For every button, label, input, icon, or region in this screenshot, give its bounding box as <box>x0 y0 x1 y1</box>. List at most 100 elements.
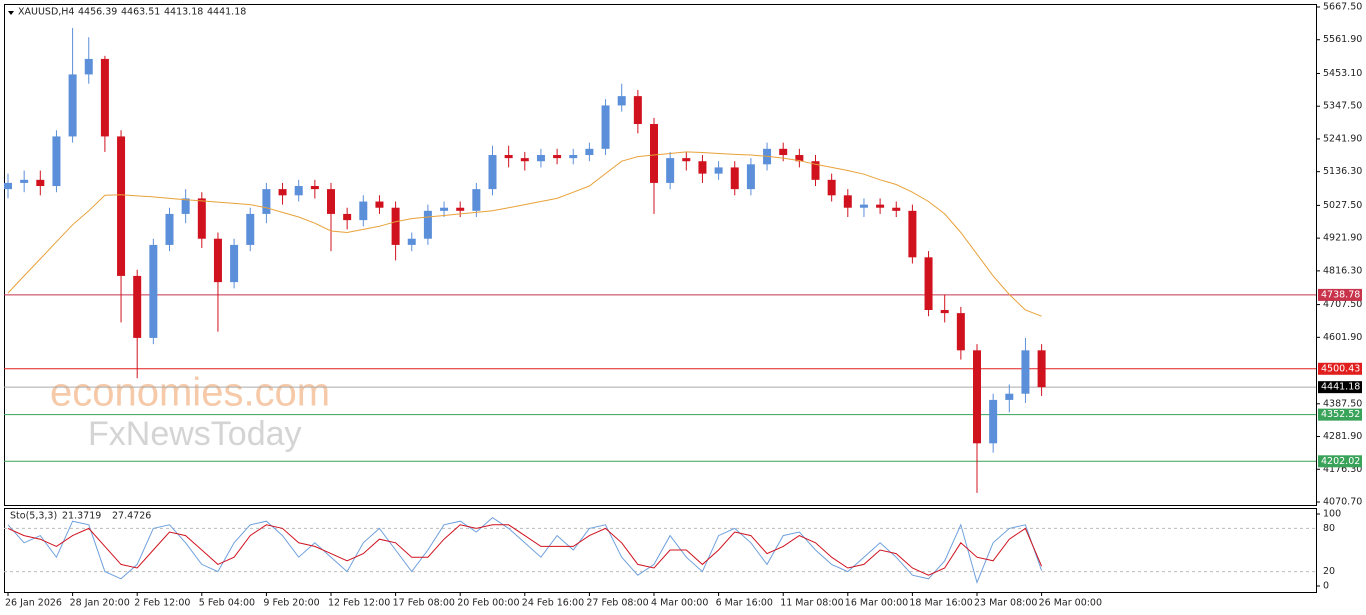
candle-body <box>407 238 416 245</box>
candle-body <box>20 179 29 183</box>
candle-body <box>730 167 739 190</box>
candle-body <box>423 210 432 239</box>
candle-body <box>391 207 400 245</box>
candle-body <box>1005 393 1014 400</box>
candle-body <box>924 257 933 311</box>
x-tick-label: 20 Feb 00:00 <box>457 598 519 609</box>
y-tick-label: 4601.90 <box>1323 332 1362 343</box>
header-value: 4441.18 <box>207 7 246 18</box>
y-tick-label: 5453.10 <box>1323 68 1362 79</box>
x-tick-label: 4 Mar 00:00 <box>651 598 708 609</box>
level-tag <box>1318 408 1362 421</box>
x-tick-label: 27 Feb 08:00 <box>586 598 648 609</box>
candle-body <box>746 164 755 190</box>
candle-body <box>278 189 287 196</box>
y-tick-label: 5561.90 <box>1323 34 1362 45</box>
level-tag <box>1318 288 1362 301</box>
stoch-frame <box>4 508 1317 593</box>
x-tick-label: 23 Mar 08:00 <box>974 598 1037 609</box>
candle-body <box>52 136 61 187</box>
y-tick-label: 4921.90 <box>1323 233 1362 244</box>
candle-body <box>262 189 271 214</box>
candle-body <box>520 158 529 162</box>
y-tick-label: 4281.90 <box>1323 431 1362 442</box>
level-tag <box>1318 362 1362 375</box>
candle-body <box>666 158 675 183</box>
stoch-tick-label: 20 <box>1323 566 1335 577</box>
candle-body <box>117 136 126 276</box>
x-tick-label: 26 Jan 2026 <box>5 598 62 609</box>
y-tick-label: 5347.50 <box>1323 101 1362 112</box>
candle-body <box>569 155 578 159</box>
candle-body <box>795 155 804 162</box>
candle-body <box>310 186 319 190</box>
candle-body <box>650 124 658 183</box>
candle-body <box>827 179 836 196</box>
stoch-signal: 27.4726 <box>112 511 151 522</box>
header-value: 4413.18 <box>164 7 203 18</box>
stoch-d-line <box>7 524 1043 576</box>
candle-body <box>165 213 174 245</box>
y-tick-label: 5667.50 <box>1323 2 1362 13</box>
candle-body <box>504 155 513 159</box>
candle-body <box>585 148 594 156</box>
x-tick-label: 28 Jan 20:00 <box>70 598 130 609</box>
candle-body <box>149 244 158 338</box>
collapse-icon[interactable] <box>8 11 14 15</box>
candle-body <box>327 189 335 214</box>
y-tick-label: 4070.70 <box>1323 497 1362 508</box>
candle-body <box>859 204 868 208</box>
candle-body <box>892 207 901 211</box>
candle-body <box>908 210 917 258</box>
candle-body <box>375 201 384 208</box>
level-label: 4352.52 <box>1321 409 1360 420</box>
y-tick-label: 4816.30 <box>1323 265 1362 276</box>
candle-body <box>633 96 642 125</box>
candle-body <box>343 213 352 221</box>
x-tick-label: 16 Mar 00:00 <box>845 598 908 609</box>
x-tick-label: 24 Feb 16:00 <box>522 598 584 609</box>
candle-body <box>698 161 707 174</box>
x-tick-label: 2 Feb 12:00 <box>134 598 190 609</box>
level-label: 4441.18 <box>1321 382 1360 393</box>
stoch-label: Sto(5,3,3) <box>10 511 57 522</box>
candle-body <box>973 350 981 444</box>
candle-body <box>100 58 109 137</box>
x-tick-label: 9 Feb 20:00 <box>263 598 319 609</box>
stoch-tick-label: 80 <box>1323 523 1335 534</box>
candle-body <box>876 204 885 208</box>
candle-body <box>294 186 303 196</box>
watermark: economies.com <box>50 371 330 415</box>
x-tick-label: 12 Feb 12:00 <box>328 598 390 609</box>
candle-body <box>779 148 788 156</box>
candle-body <box>536 155 545 162</box>
candle-body <box>181 198 190 214</box>
candle-body <box>714 167 723 174</box>
x-tick-label: 17 Feb 08:00 <box>393 598 455 609</box>
stoch-tick-label: 100 <box>1323 509 1341 520</box>
level-tag <box>1318 455 1362 468</box>
y-tick-label: 5136.30 <box>1323 166 1362 177</box>
candle-body <box>1021 350 1030 394</box>
y-tick-label: 5241.90 <box>1323 133 1362 144</box>
level-label: 4738.78 <box>1321 289 1360 300</box>
candle-body <box>601 105 610 149</box>
level-tag <box>1318 381 1362 394</box>
stoch-main: 21.3719 <box>62 511 101 522</box>
candle-body <box>843 195 852 208</box>
candle-body <box>359 201 368 221</box>
candle-body <box>617 96 626 106</box>
x-tick-label: 6 Mar 16:00 <box>716 598 773 609</box>
x-tick-label: 26 Mar 00:00 <box>1039 598 1102 609</box>
candle-body <box>989 399 998 444</box>
stoch-tick-label: 0 <box>1323 581 1329 592</box>
x-tick-label: 18 Mar 16:00 <box>909 598 972 609</box>
candle-body <box>84 58 93 75</box>
candle-body <box>956 313 965 351</box>
main-frame <box>4 4 1317 506</box>
candle-body <box>4 182 12 190</box>
y-tick-label: 4707.50 <box>1323 299 1362 310</box>
candle-body <box>197 198 206 239</box>
x-tick-label: 11 Mar 08:00 <box>780 598 843 609</box>
